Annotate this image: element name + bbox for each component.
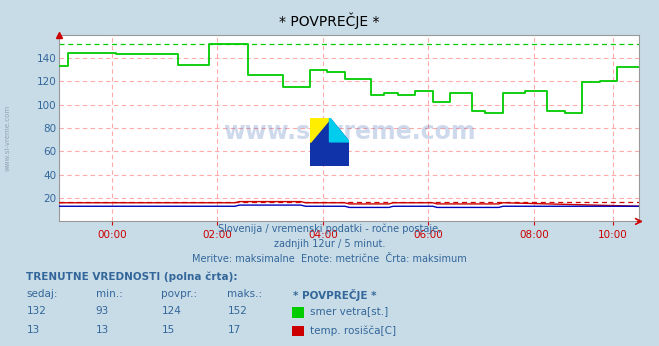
Polygon shape: [310, 118, 349, 166]
Text: smer vetra[st.]: smer vetra[st.]: [310, 306, 388, 316]
Text: Meritve: maksimalne  Enote: metrične  Črta: maksimum: Meritve: maksimalne Enote: metrične Črta…: [192, 254, 467, 264]
Text: * POVPREČJE *: * POVPREČJE *: [293, 289, 377, 301]
Text: 132: 132: [26, 306, 46, 316]
Text: www.si-vreme.com: www.si-vreme.com: [223, 120, 476, 144]
Text: * POVPREČJE *: * POVPREČJE *: [279, 12, 380, 29]
Text: 13: 13: [96, 325, 109, 335]
Text: 15: 15: [161, 325, 175, 335]
Text: TRENUTNE VREDNOSTI (polna črta):: TRENUTNE VREDNOSTI (polna črta):: [26, 272, 238, 282]
Text: 17: 17: [227, 325, 241, 335]
Polygon shape: [310, 118, 330, 142]
Text: Slovenija / vremenski podatki - ročne postaje,: Slovenija / vremenski podatki - ročne po…: [218, 223, 441, 234]
Text: 93: 93: [96, 306, 109, 316]
Text: 13: 13: [26, 325, 40, 335]
Text: sedaj:: sedaj:: [26, 289, 58, 299]
Text: zadnjih 12ur / 5 minut.: zadnjih 12ur / 5 minut.: [273, 239, 386, 249]
Text: povpr.:: povpr.:: [161, 289, 198, 299]
Text: maks.:: maks.:: [227, 289, 262, 299]
Text: 124: 124: [161, 306, 181, 316]
Polygon shape: [330, 118, 349, 142]
Text: min.:: min.:: [96, 289, 123, 299]
Text: www.si-vreme.com: www.si-vreme.com: [5, 105, 11, 172]
Text: temp. rosišča[C]: temp. rosišča[C]: [310, 325, 396, 336]
Text: 152: 152: [227, 306, 247, 316]
